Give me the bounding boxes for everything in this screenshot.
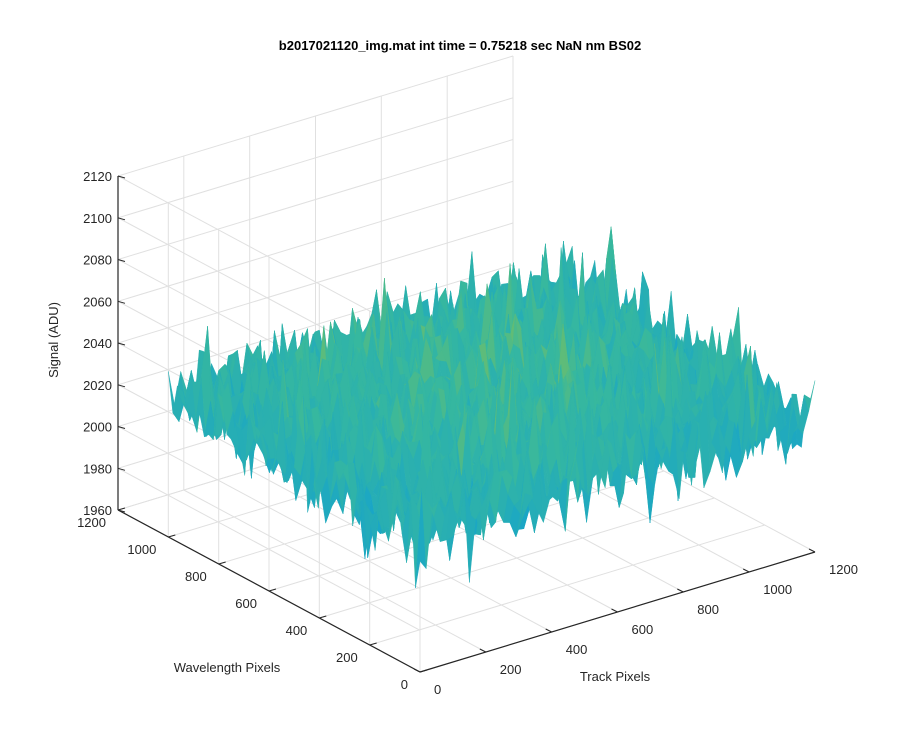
left-wall-grid-line [117,426,421,589]
x-tick-mark [808,548,816,553]
z-tick-label: 1960 [83,503,112,518]
x-tick-mark [479,648,487,653]
z-tick-label: 2040 [83,336,112,351]
y-axis-ticks: 0 200 400 600 800 1000 1200 [77,507,428,692]
x-tick-mark [545,628,552,633]
back-wall-grid-line [117,139,514,260]
x-tick-label: 1200 [829,562,858,577]
z-tick-label: 2080 [83,253,112,268]
floor-grid-line [369,524,765,646]
x-tick-label: 600 [632,622,654,637]
z-tick-mark [117,467,126,471]
y-tick-label: 1000 [127,542,156,557]
x-tick-mark [413,668,421,673]
z-tick-label: 1980 [83,461,112,476]
z-tick-mark [117,300,126,304]
y-tick-mark [419,669,428,673]
back-wall-grid-line [117,264,514,386]
y-tick-mark [168,534,176,538]
y-tick-label: 200 [336,650,358,665]
floor-grid-line [319,497,715,619]
x-axis-label: Track Pixels [580,669,651,684]
z-tick-mark [117,384,126,388]
z-tick-mark [117,509,126,513]
z-tick-mark [117,175,126,179]
y-tick-label: 600 [235,596,257,611]
surface-patch [803,380,816,412]
z-tick-label: 2000 [83,420,112,435]
z-axis-label: Signal (ADU) [46,302,61,378]
z-tick-label: 2100 [83,211,112,226]
y-tick-mark [268,588,277,592]
y-tick-label: 400 [286,623,308,638]
y-tick-label: 0 [401,677,408,692]
x-tick-mark [611,608,618,613]
z-tick-label: 2060 [83,294,112,309]
x-tick-label: 800 [697,602,719,617]
back-wall-grid-line [117,97,514,219]
x-tick-mark [677,588,684,593]
x-tick-label: 200 [500,662,522,677]
y-tick-mark [117,507,126,511]
x-tick-label: 400 [566,642,588,657]
left-wall-grid-line [117,467,421,631]
back-wall-grid-line [117,180,514,302]
y-tick-mark [218,561,226,565]
x-tick-label: 0 [434,682,441,697]
z-tick-mark [117,217,126,221]
back-wall-grid-line [117,222,514,344]
left-wall-grid-line [117,175,421,339]
z-axis-ticks: 1960 1980 2000 2020 2040 2060 2080 2100 2120 [83,169,126,518]
back-wall-grid-line [117,55,514,177]
z-tick-label: 2020 [83,378,112,393]
x-tick-mark [742,568,750,573]
y-tick-mark [369,642,377,646]
y-tick-label: 1200 [77,515,106,530]
chart-title: b2017021120_img.mat int time = 0.75218 s… [279,38,641,53]
x-axis-ticks: 0 200 400 600 800 1000 1200 [413,548,858,697]
y-tick-label: 800 [185,569,207,584]
surface-plot [168,226,816,588]
y-tick-mark [319,615,327,619]
z-tick-mark [117,342,126,346]
y-axis-label: Wavelength Pixels [174,660,281,675]
z-tick-label: 2120 [83,169,112,184]
x-tick-label: 1000 [763,582,792,597]
z-tick-mark [117,426,126,429]
z-tick-mark [117,259,126,262]
